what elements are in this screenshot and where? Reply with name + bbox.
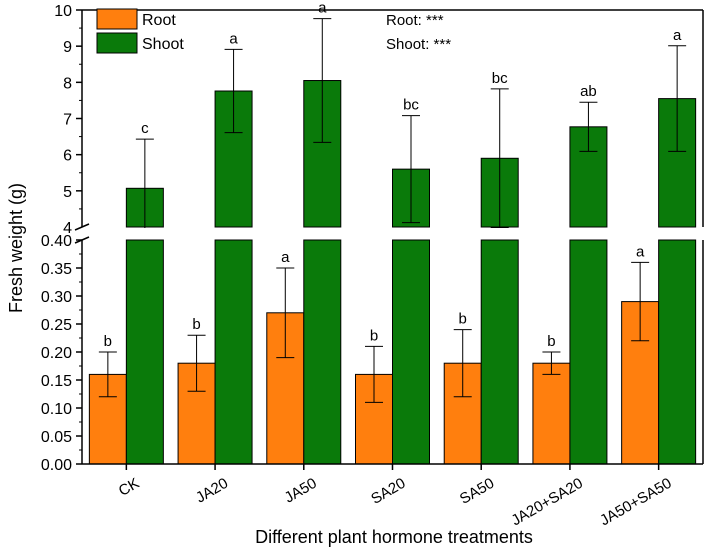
x-tick-label-5: JA20+SA20 [508, 475, 585, 530]
x-tick-label-2: JA50 [282, 475, 320, 507]
y-lower-tick-label-3: 0.15 [41, 373, 72, 390]
x-tick-label-6: JA50+SA50 [597, 475, 674, 530]
bar-root-5 [532, 362, 571, 465]
x-tick-label-3: SA20 [368, 475, 408, 508]
letter-shoot-1: a [229, 30, 238, 47]
significance-root: Root: *** [386, 12, 444, 29]
y-upper-tick-label-6: 10 [54, 3, 72, 20]
letter-shoot-6: a [673, 27, 682, 44]
letter-shoot-2: a [318, 0, 327, 17]
y-lower-tick-label-7: 0.35 [41, 261, 72, 278]
y-upper-tick-label-3: 7 [63, 112, 72, 129]
axes-layer [74, 9, 704, 470]
x-tick-label-1: JA20 [193, 475, 231, 507]
y-lower-tick-label-2: 0.10 [41, 401, 72, 418]
y-axis-title: Fresh weight (g) [6, 183, 26, 313]
legend-label-shoot: Shoot [142, 36, 184, 53]
x-tick-label-4: SA50 [457, 475, 497, 508]
y-upper-tick-label-5: 9 [63, 39, 72, 56]
letter-shoot-4: bc [492, 70, 508, 87]
y-lower-tick-label-5: 0.25 [41, 317, 72, 334]
bar-shoot-lower-3 [392, 239, 430, 465]
letter-root-2: a [281, 249, 290, 266]
letter-root-1: b [192, 316, 200, 333]
bar-shoot-lower-6 [658, 239, 697, 465]
y-upper-tick-label-1: 5 [63, 184, 72, 201]
legend-swatch-shoot [96, 32, 138, 54]
y-lower-tick-label-6: 0.30 [41, 289, 72, 306]
break-mark-top [74, 223, 90, 231]
x-axis-title: Different plant hormone treatments [255, 527, 533, 547]
letter-root-3: b [370, 327, 378, 344]
y-upper-tick-label-0: 4 [63, 220, 72, 237]
significance-shoot: Shoot: *** [386, 36, 451, 53]
letter-shoot-3: bc [403, 97, 419, 114]
y-upper-tick-label-2: 6 [63, 148, 72, 165]
legend-swatch-root [96, 8, 138, 30]
x-tick-label-0: CK [116, 475, 143, 500]
axis-break-gap [83, 228, 703, 239]
letter-root-5: b [547, 333, 555, 350]
y-lower-tick-label-8: 0.40 [41, 233, 72, 250]
legend-label-root: Root [142, 12, 176, 29]
legend: Root Shoot [96, 8, 184, 54]
letter-shoot-5: ab [580, 83, 597, 100]
bar-shoot-lower-0 [125, 239, 164, 465]
bar-shoot-lower-1 [214, 239, 253, 465]
bars-layer [88, 18, 697, 465]
bar-shoot-lower-4 [480, 239, 519, 465]
bar-shoot-lower-2 [303, 239, 342, 465]
y-upper-tick-label-4: 8 [63, 75, 72, 92]
letter-root-4: b [459, 311, 467, 328]
y-lower-tick-label-0: 0.00 [41, 457, 72, 474]
y-lower-tick-label-1: 0.05 [41, 429, 72, 446]
letter-shoot-0: c [141, 120, 149, 137]
y-lower-tick-label-4: 0.20 [41, 345, 72, 362]
letter-root-0: b [104, 333, 112, 350]
bar-shoot-lower-5 [569, 239, 608, 465]
letter-root-6: a [636, 243, 645, 260]
